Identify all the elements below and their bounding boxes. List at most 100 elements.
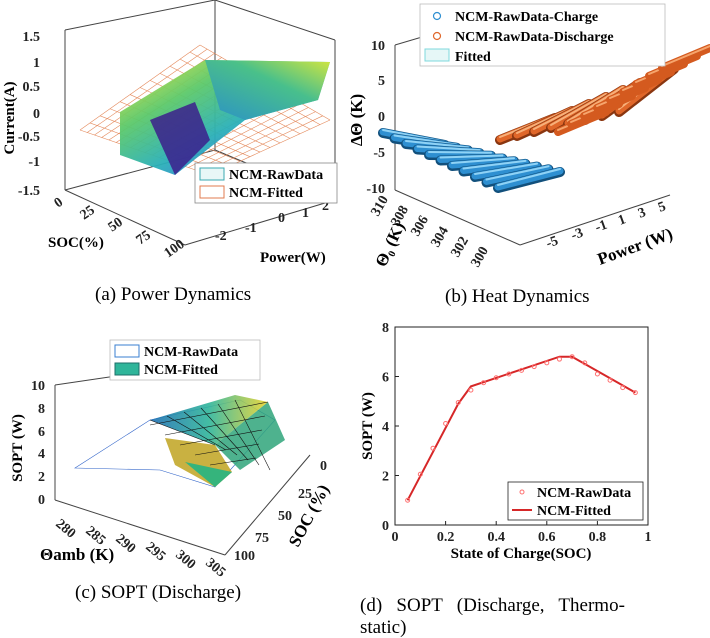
panel-b-zlabel: ΔΘ (K)	[347, 94, 366, 146]
panel-d-ticks: 0 0.2 0.4 0.6 0.8 1 0 2 4 6 8	[382, 321, 652, 545]
panel-a-ytick-1: -1	[245, 221, 257, 236]
panel-a-ytick-2: 0	[278, 211, 285, 226]
panel-b-legend-discharge: NCM-RawData-Discharge	[455, 30, 614, 45]
panel-c-surface	[74, 395, 285, 488]
panel-a-xtick-4: 100	[162, 237, 188, 261]
panel-a-xlabel: SOC(%)	[48, 235, 104, 251]
panel-b-caption: (b) Heat Dynamics	[445, 286, 590, 307]
panel-b-tube-charge	[439, 154, 504, 159]
panel-c-ytick-4: 100	[234, 549, 255, 564]
panel-a-ytick-0: -2	[215, 229, 227, 244]
panel-d-raw-point	[620, 385, 626, 391]
panel-d-ylabel: SOPT (W)	[360, 392, 376, 460]
panel-b-tube-charge	[462, 159, 527, 170]
panel-c-legend: NCM-RawData NCM-Fitted	[109, 339, 261, 381]
panel-d-ytick-label: 0	[382, 519, 389, 534]
panel-c-zlabel: SOPT (W)	[10, 414, 26, 482]
panel-a-legend: NCM-RawData NCM-Fitted	[194, 162, 338, 204]
panel-b-legend-charge: NCM-RawData-Charge	[455, 10, 598, 25]
panel-b-legend: NCM-RawData-Charge NCM-RawData-Discharge…	[419, 3, 666, 67]
panel-c-ztick-3: 4	[38, 447, 45, 462]
panel-a-zlabel: Current(A)	[2, 81, 18, 154]
panel-d-raw-point	[519, 367, 524, 373]
panel-b-tube-discharge	[533, 100, 590, 130]
panel-d-raw-point	[506, 371, 512, 377]
panel-c-xtick-3: 295	[142, 540, 168, 565]
panel-d-ytick-label: 2	[382, 470, 389, 485]
panel-b-ytick-4: 3	[636, 205, 648, 221]
panel-c-ytick-0: 0	[320, 459, 327, 474]
panel-b-tube-charge	[428, 151, 492, 154]
panel-d-raw-point	[430, 445, 436, 451]
panel-a-ztick-2: 0.5	[23, 80, 41, 95]
panel-a-ztick-5: -1	[28, 155, 40, 170]
panel-c: 10 8 6 4 2 0 SOPT (W) 280 285 290 295 30…	[10, 339, 333, 603]
panel-b-ytick-3: 1	[616, 212, 628, 228]
panel-d-legend-raw: NCM-RawData	[537, 486, 631, 501]
panel-d-raw-point	[531, 364, 537, 370]
panel-b-ztick-2: 0	[378, 110, 385, 125]
panel-c-xlabel: Θamb (K)	[40, 545, 114, 564]
panel-d-caption-line-1: (d) SOPT (Discharge, Thermo-	[360, 595, 625, 616]
panel-d-raw-point	[556, 356, 562, 362]
panel-b-xtick-4: 302	[448, 234, 471, 260]
panel-c-grid-line	[200, 407, 249, 461]
panel-d-raw-point	[481, 380, 487, 386]
panel-b-ytick-5: 5	[656, 199, 668, 215]
panel-c-xtick-5: 305	[202, 556, 228, 581]
panel-a-legend-raw: NCM-RawData	[229, 168, 323, 183]
panel-d-raw-point	[468, 387, 474, 393]
panel-b-tube-charge	[416, 145, 481, 152]
panel-b-tube-discharge	[661, 45, 710, 67]
panel-b-tube-charge	[405, 140, 469, 149]
panel-d-raw-point	[405, 497, 411, 503]
panel-b-tube-charge	[460, 159, 529, 174]
panel-b-ytick-0: -5	[544, 234, 560, 252]
panel-d-caption-line-2: static)	[360, 617, 406, 638]
panel-d-raw-point	[607, 377, 613, 383]
panel-c-grid-line	[234, 399, 271, 471]
panel-b-tube-charge	[471, 162, 541, 180]
panel-c-ztick-4: 2	[38, 470, 45, 485]
panel-d-raw-point	[455, 399, 461, 405]
panel-b-tube-charge	[451, 157, 515, 164]
panel-c-ztick-5: 0	[38, 493, 45, 508]
panel-d-raw-point	[569, 354, 575, 360]
panel-b-tube-charge	[448, 156, 518, 169]
panel-d-ytick-label: 4	[382, 420, 389, 435]
panel-b-tubes	[378, 44, 710, 193]
panel-d-ytick-label: 8	[382, 321, 389, 336]
panel-b-tube-charge	[474, 162, 538, 175]
panel-c-ytick-1: 25	[298, 487, 312, 502]
panel-b-xlabel: Θ₀ (K)	[371, 219, 408, 270]
panel-a-ztick-6: -1.5	[18, 184, 40, 199]
panel-d-xtick-label: 1	[645, 530, 652, 545]
panel-b-xtick-3: 304	[428, 224, 451, 250]
panel-a-legend-fitted: NCM-Fitted	[229, 186, 303, 201]
panel-c-ztick-0: 10	[31, 379, 45, 394]
panel-c-ytick-2: 50	[278, 509, 292, 524]
panel-d-legend: NCM-RawData NCM-Fitted	[507, 481, 644, 521]
panel-a-ytick-4: 2	[322, 199, 329, 214]
panel-b-ztick-0: 10	[371, 39, 385, 54]
panel-a-xtick-3: 75	[134, 228, 154, 248]
panel-c-grid-line	[209, 457, 257, 466]
panel-a-ztick-4: -0.5	[18, 130, 40, 145]
panel-d-raw-point	[632, 390, 638, 396]
panel-b-tube-charge	[483, 164, 552, 185]
panel-b-ytick-2: -1	[593, 218, 609, 236]
panel-c-xtick-2: 290	[112, 532, 138, 557]
panel-b-xtick-2: 306	[408, 213, 431, 239]
panel-c-grid-line	[164, 415, 266, 436]
panel-c-ztick-2: 6	[38, 425, 45, 440]
panel-d: 0 0.2 0.4 0.6 0.8 1 0 2 4 6 8 State of Charge(SOC)…	[360, 321, 652, 638]
panel-c-xtick-4: 300	[172, 548, 198, 573]
panel-a-caption: (a) Power Dynamics	[95, 284, 251, 305]
panel-c-ztick-1: 8	[38, 402, 45, 417]
panel-a-xtick-2: 50	[106, 215, 126, 235]
panel-b-tube-discharge	[550, 93, 607, 126]
panel-d-legend-fitted: NCM-Fitted	[537, 504, 611, 519]
panel-c-grid-line	[149, 401, 269, 426]
panel-b-ztick-3: -5	[373, 146, 385, 161]
panel-b-ztick-1: 5	[378, 74, 385, 89]
